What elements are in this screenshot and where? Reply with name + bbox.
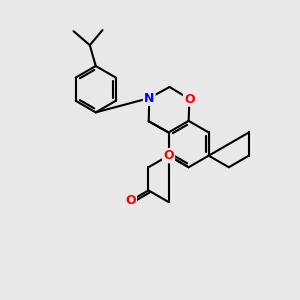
Text: O: O [163,149,174,162]
Text: N: N [144,92,154,105]
Text: O: O [184,92,195,106]
Text: O: O [125,194,136,207]
